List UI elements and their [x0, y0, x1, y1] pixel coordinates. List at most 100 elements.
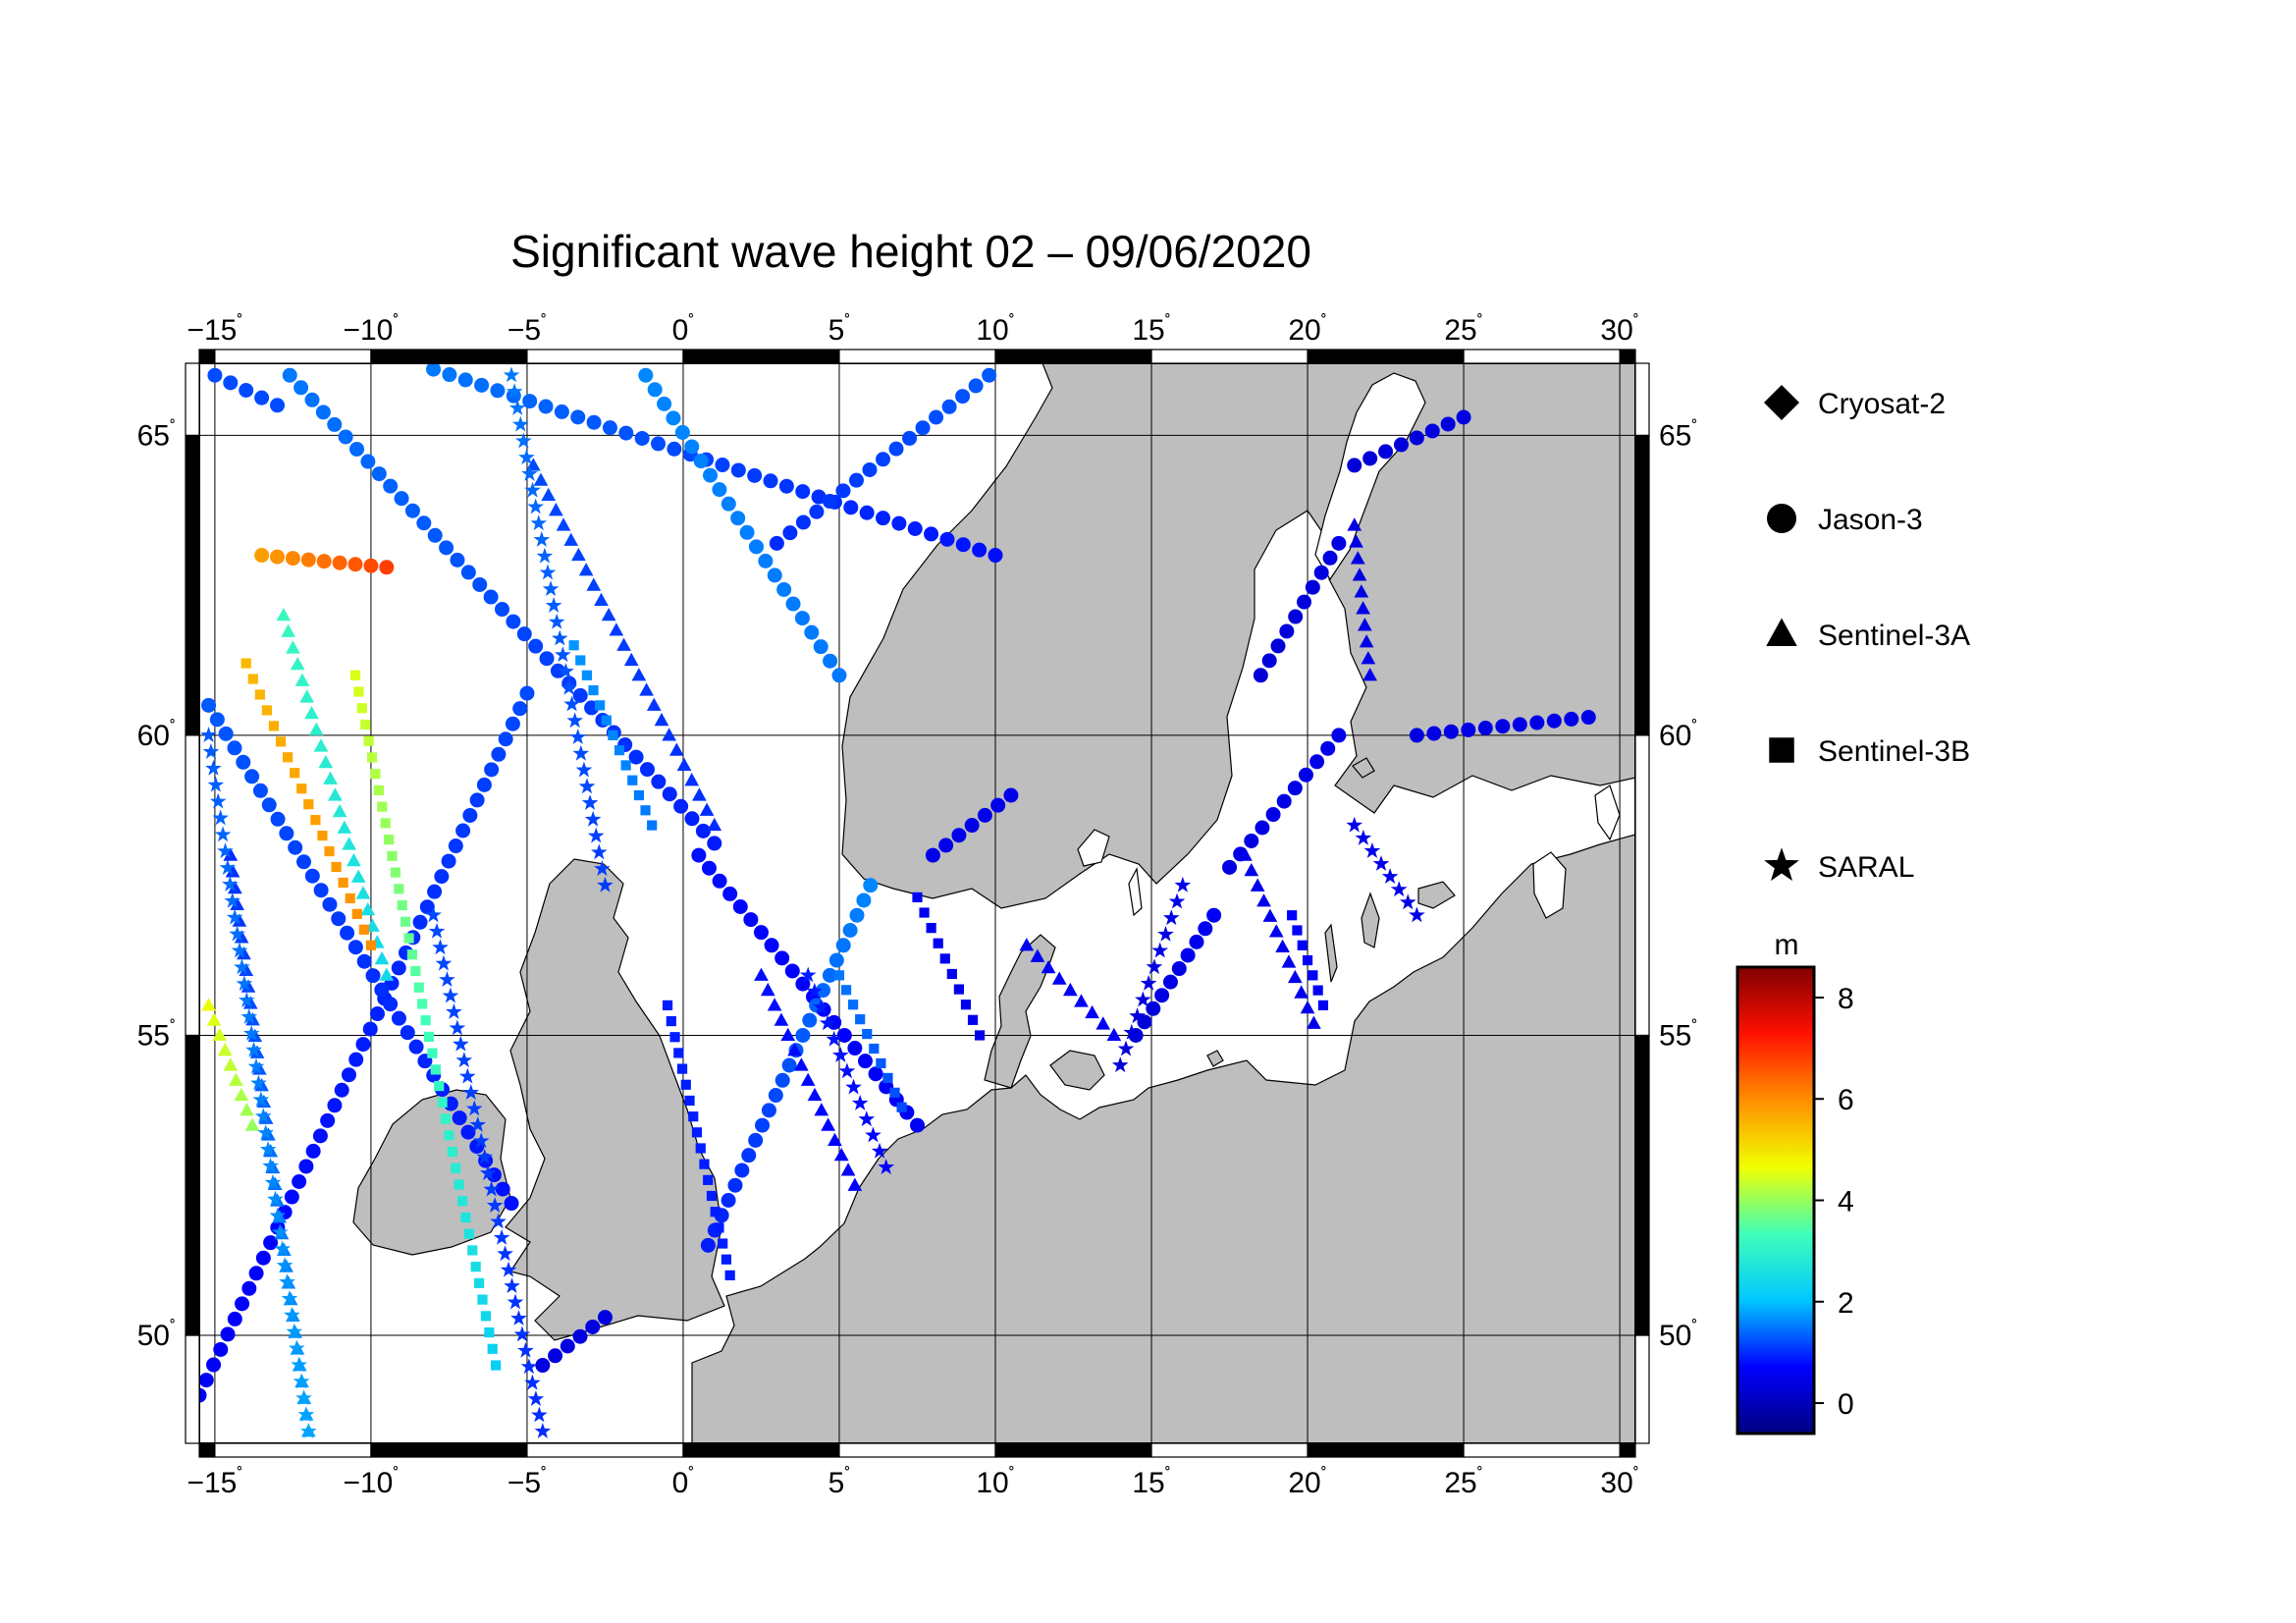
observation-point — [633, 789, 645, 801]
observation-point — [412, 914, 428, 930]
observation-point — [332, 803, 347, 818]
legend-item: Sentinel-3B — [1769, 735, 1970, 768]
lon-tick-label: −15˚ — [187, 312, 242, 347]
degree-mark: ˚ — [170, 1017, 176, 1037]
observation-point — [348, 1052, 364, 1067]
observation-point — [472, 576, 488, 592]
lat-tick-label: 55˚ — [1659, 1017, 1697, 1052]
observation-point — [938, 838, 954, 853]
degree-mark: ˚ — [1691, 417, 1697, 437]
observation-point — [252, 783, 268, 798]
observation-point — [1331, 535, 1347, 551]
observation-point — [693, 454, 709, 469]
observation-point — [257, 1124, 275, 1141]
observation-point — [400, 916, 411, 927]
observation-point — [684, 1095, 695, 1107]
observation-point — [1287, 910, 1298, 921]
observation-point — [657, 396, 672, 411]
observation-point — [739, 524, 755, 540]
observation-point — [662, 1000, 673, 1010]
observation-point — [417, 999, 428, 1009]
observation-point — [349, 441, 365, 457]
observation-point — [252, 1091, 270, 1108]
observation-point — [710, 1207, 721, 1217]
observation-point — [491, 1360, 502, 1371]
observation-point — [356, 703, 367, 714]
observation-point — [826, 1030, 843, 1047]
observation-point — [623, 652, 639, 667]
observation-point — [270, 549, 286, 565]
lon-tick-label: −15˚ — [187, 1465, 242, 1499]
land-oland — [1324, 923, 1338, 983]
land-lake-ladoga — [1532, 851, 1567, 919]
observation-point — [668, 742, 684, 756]
frame-segment — [1634, 1334, 1650, 1444]
observation-point — [337, 820, 352, 834]
observation-point — [836, 1027, 852, 1043]
degree-mark: ˚ — [688, 1465, 694, 1485]
observation-point — [212, 1027, 228, 1042]
observation-point — [322, 896, 338, 912]
observation-point — [440, 1113, 452, 1124]
observation-point — [1270, 638, 1286, 654]
observation-point — [586, 414, 602, 430]
observation-point — [700, 1237, 716, 1253]
observation-point — [1140, 974, 1157, 991]
observation-point — [1206, 907, 1222, 923]
observation-point — [226, 908, 243, 925]
observation-point — [550, 663, 565, 678]
lon-tick-label: 10˚ — [976, 1465, 1014, 1499]
degree-mark: ˚ — [170, 417, 176, 437]
observation-point — [360, 901, 376, 916]
observation-point — [602, 420, 617, 436]
observation-point — [586, 577, 602, 591]
degree-mark: ˚ — [237, 1465, 242, 1485]
observation-point — [1095, 1016, 1111, 1030]
degree-mark: ˚ — [1321, 1465, 1327, 1485]
observation-point — [347, 852, 361, 867]
observation-point — [673, 798, 689, 814]
observation-point — [585, 1319, 601, 1334]
observation-point — [313, 883, 329, 898]
observation-point — [1393, 437, 1409, 453]
observation-point — [444, 1130, 454, 1141]
observation-point — [806, 982, 824, 999]
observation-point — [512, 701, 528, 717]
observation-point — [833, 970, 845, 981]
observation-point — [699, 802, 715, 816]
observation-point — [680, 1079, 691, 1090]
observation-point — [1495, 719, 1511, 734]
observation-point — [1456, 409, 1471, 425]
observation-point — [299, 1423, 317, 1438]
observation-point — [1244, 862, 1259, 877]
observation-point — [1580, 710, 1596, 726]
observation-point — [838, 1062, 856, 1079]
lat-tick-label: 60˚ — [137, 718, 176, 752]
observation-point — [816, 983, 831, 999]
frame-segment — [526, 349, 684, 364]
observation-point — [955, 389, 971, 405]
observation-point — [863, 878, 879, 893]
observation-point — [427, 527, 443, 543]
observation-point — [504, 1196, 519, 1212]
observation-point — [225, 864, 240, 878]
observation-point — [891, 515, 907, 531]
observation-point — [858, 1110, 876, 1127]
observation-point — [207, 776, 225, 792]
observation-point — [452, 1110, 467, 1126]
observation-point — [1222, 859, 1238, 875]
observation-point — [432, 939, 449, 955]
observation-point — [732, 898, 748, 914]
frame-segment — [1150, 1442, 1308, 1458]
observation-point — [800, 1072, 816, 1086]
observation-point — [1359, 634, 1374, 648]
observation-point — [833, 1147, 849, 1162]
observation-point — [1135, 991, 1151, 1007]
observation-point — [1354, 584, 1369, 598]
observation-point — [1262, 908, 1278, 922]
degree-mark: ˚ — [1477, 312, 1483, 332]
land-jutland — [984, 934, 1056, 1089]
observation-point — [1358, 618, 1372, 631]
observation-point — [707, 836, 722, 851]
colorbar-unit: m — [1775, 929, 1799, 961]
